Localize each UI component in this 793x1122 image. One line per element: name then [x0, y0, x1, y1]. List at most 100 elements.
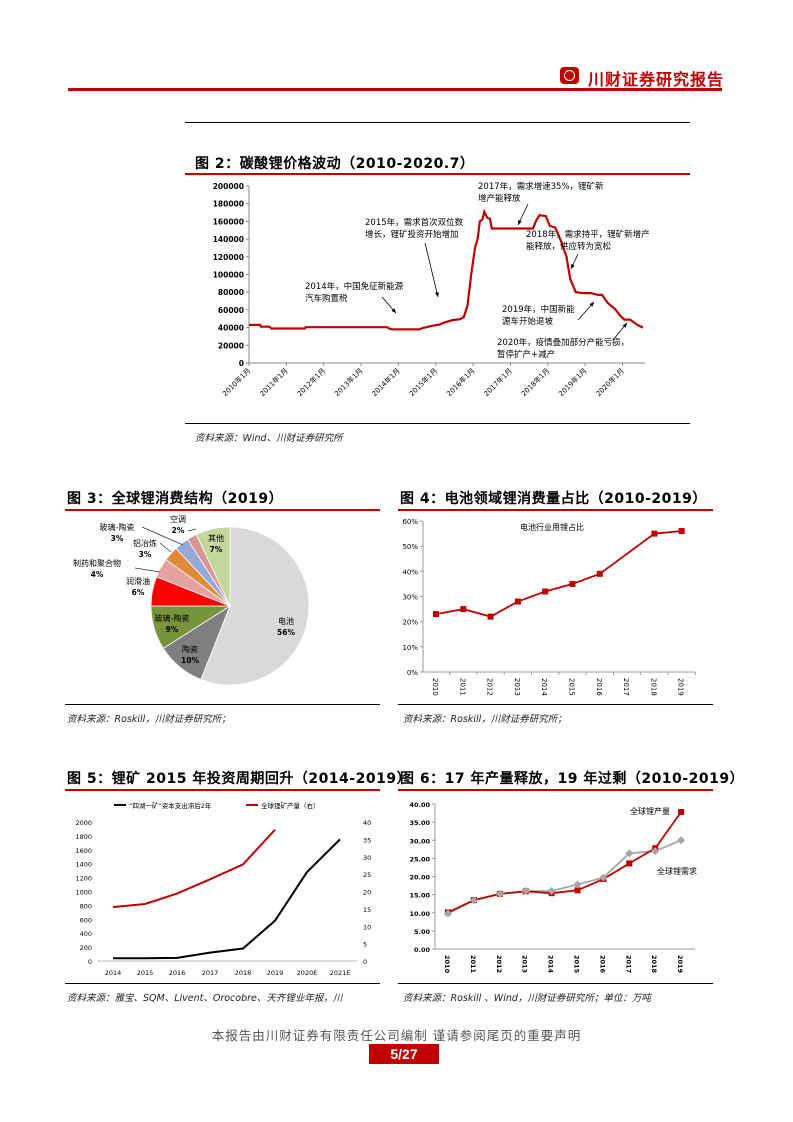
fig2-annotation: 2015年，需求首次双位数	[365, 217, 464, 228]
fig4-x-tick-label: 2014	[540, 678, 548, 696]
fig4-data-point	[596, 570, 603, 577]
fig4-y-tick-label: 60%	[402, 518, 418, 526]
fig2-x-tick-label: 2018年1月	[519, 366, 551, 398]
fig5-x-tick-label: 2019	[267, 969, 284, 977]
fig2-annotation: 2014年，中国免征新能源	[305, 281, 404, 292]
fig6-production-point	[626, 860, 633, 867]
fig3-slice-label: 铝冶炼	[133, 538, 157, 548]
fig3-leader-line	[187, 528, 197, 532]
fig6-production-point	[678, 808, 685, 815]
fig6-demand-point	[521, 887, 530, 895]
fig4-x-tick-label: 2013	[513, 678, 521, 696]
fig3-slice-value: 9%	[166, 625, 179, 634]
fig6-y-tick-label: 15.00	[409, 892, 430, 900]
fig4-y-tick-label: 10%	[402, 644, 418, 652]
fig2-x-tick-label: 2011年1月	[258, 366, 290, 398]
brand-logo-icon	[560, 67, 579, 84]
fig5-y2-tick-label: 25	[363, 871, 371, 879]
fig4-x-tick-label: 2018	[649, 678, 657, 696]
fig2-arrow-2017-head	[518, 220, 522, 225]
fig6-x-tick-label: 2013	[521, 955, 529, 973]
fig3-slice-value: 2%	[172, 526, 185, 535]
fig4-x-tick-label: 2016	[595, 678, 603, 696]
fig6-source: 资料来源：Roskill 、Wind，川财证券研究所；单位：万吨	[403, 993, 651, 1004]
fig3-slice-value: 3%	[111, 534, 124, 543]
fig2-x-tick-label: 2014年1月	[370, 366, 402, 398]
fig3-slice-value: 4%	[91, 570, 104, 579]
fig6-production-point	[574, 887, 581, 894]
fig2-x-tick-label: 2010年1月	[220, 366, 252, 398]
fig2-x-tick-label: 2017年1月	[482, 366, 514, 398]
fig6-demand-line	[447, 839, 682, 915]
fig3-slice-label: 玻璃-陶瓷	[100, 522, 135, 532]
fig3-source: 资料来源：Roskill，川财证券研究所；	[67, 714, 231, 725]
fig2-annotation: 2019年，中国新能	[502, 304, 575, 315]
fig2-y-tick-label: 140000	[213, 235, 244, 244]
fig2-annotation: 增产能释放	[478, 193, 521, 204]
fig6-demand-point	[469, 896, 478, 905]
fig6-demand-label: 全球锂需求	[657, 866, 697, 876]
fig4-y-tick-label: 20%	[402, 619, 418, 627]
fig6-demand-point	[495, 889, 504, 898]
fig5-y-tick-label: 800	[80, 902, 92, 910]
fig2-x-tick-label: 2012年1月	[295, 366, 327, 398]
fig3-slice-value: 7%	[210, 545, 223, 554]
fig5-x-tick-label: 2018	[235, 969, 252, 977]
brand-title: 川财证券研究报告	[588, 70, 725, 89]
fig4-data-point	[514, 598, 521, 605]
fig4-y-tick-label: 50%	[402, 543, 418, 551]
fig3-leader-line	[159, 542, 172, 553]
fig5-y-tick-label: 1600	[75, 847, 92, 855]
fig2-annotation: 源车开始退坡	[502, 316, 554, 327]
fig2-arrow-2020-head	[622, 323, 627, 328]
fig6-y-tick-label: 10.00	[409, 910, 430, 918]
fig2-y-tick-label: 160000	[213, 217, 244, 226]
fig6-x-tick-label: 2019	[676, 955, 684, 974]
fig3-pie-slice	[200, 526, 310, 686]
fig5-x-tick-label: 2016	[169, 969, 186, 977]
fig2-y-tick-label: 80000	[218, 288, 244, 297]
fig4-source-divider	[398, 704, 713, 705]
fig5-y-tick-label: 1000	[75, 889, 92, 897]
fig3-leader-line	[141, 526, 184, 546]
fig4-x-tick-label: 2017	[622, 678, 630, 696]
fig5-source-divider	[65, 983, 380, 984]
fig3-slice-label: 其他	[208, 533, 224, 543]
fig3-slice-label: 玻璃-陶瓷	[155, 613, 190, 623]
fig6-demand-point	[444, 909, 452, 918]
fig6-title-divider	[398, 789, 713, 791]
fig4-data-point	[433, 611, 439, 618]
fig4-data-point	[678, 528, 685, 535]
fig2-annotation: 增长，锂矿投资开始增加	[365, 229, 459, 240]
fig3-slice-label: 陶瓷	[182, 644, 198, 654]
fig5-x-tick-label: 2020E	[297, 969, 318, 977]
fig4-x-tick-label: 2011	[458, 678, 466, 696]
fig5-y-tick-label: 2000	[75, 819, 92, 827]
fig5-y-tick-label: 200	[80, 944, 92, 952]
fig4-y-tick-label: 40%	[402, 568, 418, 576]
fig5-y2-tick-label: 20	[363, 889, 371, 897]
fig3-pie-slice	[195, 526, 231, 607]
fig2-title: 图 2：碳酸锂价格波动（2010-2020.7）	[195, 156, 475, 172]
fig5-source: 资料来源：雅宝、SQM、Livent、Orocobre、天齐锂业年报，川	[67, 993, 343, 1004]
fig5-x-tick-label: 2021E	[330, 969, 351, 977]
fig6-demand-point	[599, 873, 608, 882]
fig3-slice-label: 制药和聚合物	[73, 558, 121, 568]
fig5-x-tick-label: 2014	[105, 969, 122, 977]
fig2-y-tick-label: 60000	[218, 306, 244, 315]
fig2-x-tick-label: 2019年1月	[557, 366, 589, 398]
fig6-y-tick-label: 40.00	[409, 801, 430, 809]
fig2-y-tick-label: 100000	[213, 271, 244, 280]
fig2-y-tick-label: 120000	[213, 253, 244, 262]
fig3-leader-line	[134, 567, 161, 573]
fig6-source-divider	[398, 983, 713, 984]
fig6-production-line	[447, 811, 682, 914]
fig4-data-point	[487, 613, 494, 620]
fig3-slice-label: 空调	[170, 514, 186, 524]
fig2-annotation: 能释放，供应转为宽松	[526, 241, 612, 252]
fig2-arrow-2015-head	[435, 292, 439, 297]
fig2-y-tick-label: 0	[239, 359, 244, 368]
fig4-title: 图 4：电池领域锂消费量占比（2010-2019）	[400, 491, 707, 507]
